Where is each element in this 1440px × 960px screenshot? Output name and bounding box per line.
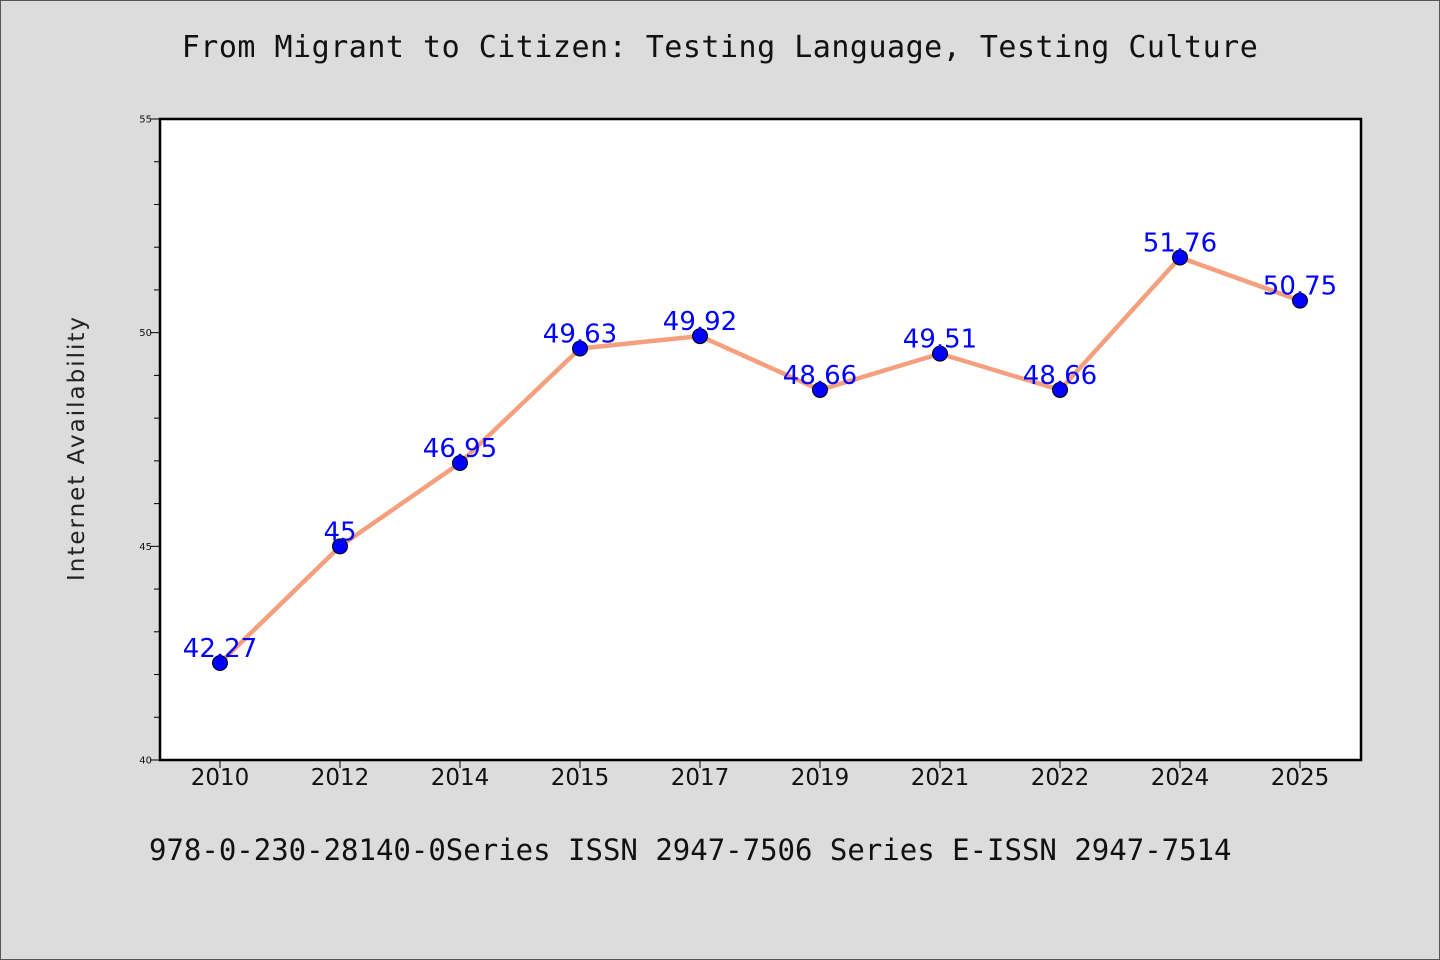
plot-area: [158, 117, 1363, 762]
y-tick-label: 45: [139, 542, 152, 553]
x-tick-label: 2025: [1271, 765, 1330, 791]
data-label: 48.66: [783, 361, 857, 391]
y-tick-label: 40: [139, 756, 152, 767]
data-markers: [212, 249, 1308, 671]
data-label: 49.51: [903, 325, 977, 355]
series-line: [217, 255, 1303, 666]
data-point: [332, 538, 348, 555]
chart-title: From Migrant to Citizen: Testing Languag…: [181, 30, 1259, 65]
data-labels: 42.27 45 46.95 49.63 49.92 48.66 49.51 48.66 51.…: [183, 228, 1337, 664]
y-axis-ticks: 40 45 50 55: [139, 115, 160, 767]
x-tick-label: 2017: [671, 765, 730, 791]
data-label: 49.92: [663, 307, 737, 337]
data-label: 46.95: [423, 434, 497, 464]
x-tick-label: 2019: [791, 765, 850, 791]
x-tick-label: 2010: [191, 765, 250, 791]
data-point: [452, 455, 468, 472]
x-tick-label: 2014: [431, 765, 490, 791]
data-point: [1052, 381, 1068, 398]
data-label: 48.66: [1023, 361, 1097, 391]
data-point: [1172, 249, 1188, 266]
data-point: [932, 345, 948, 362]
data-label: 51.76: [1143, 228, 1217, 258]
data-point: [1292, 292, 1308, 309]
x-tick-label: 2024: [1151, 765, 1210, 791]
data-point: [692, 328, 708, 345]
x-axis-ticks: 2010 2012 2014 2015 2017 2019 2021 2022 2024 2025: [191, 760, 1330, 791]
data-label: 45: [323, 517, 356, 547]
x-tick-label: 2022: [1031, 765, 1090, 791]
data-label: 42.27: [183, 634, 257, 664]
x-tick-label: 2012: [311, 765, 370, 791]
data-point: [812, 381, 828, 398]
data-point: [212, 654, 228, 671]
isbn-footer: 978-0-230-28140-0Series ISSN 2947-7506 S…: [149, 833, 1232, 867]
y-tick-label: 55: [139, 115, 152, 126]
data-label: 49.63: [543, 319, 617, 349]
x-tick-label: 2021: [911, 765, 970, 791]
data-label: 50.75: [1263, 272, 1337, 302]
data-point: [572, 340, 588, 357]
y-tick-label: 50: [139, 328, 152, 339]
x-tick-label: 2015: [551, 765, 610, 791]
